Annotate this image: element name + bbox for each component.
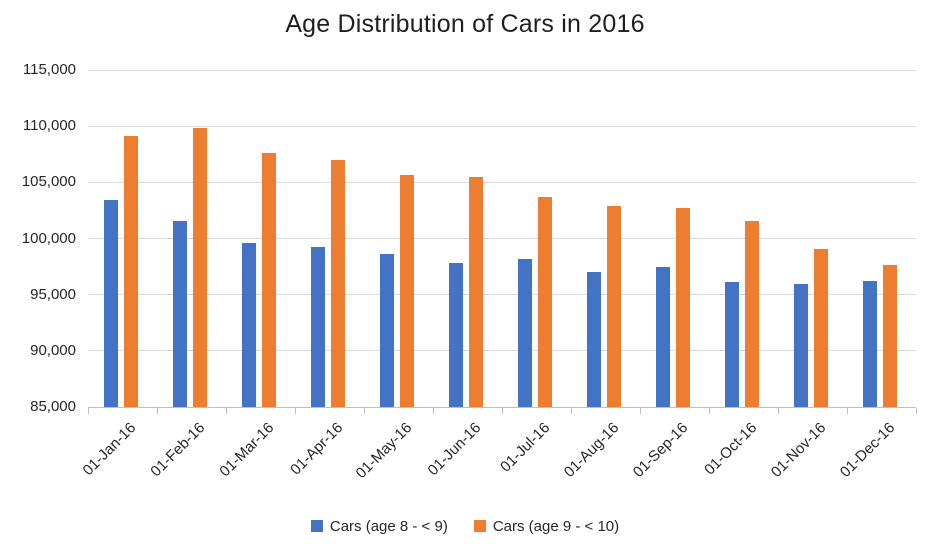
x-axis-tick (363, 408, 365, 414)
bar-cars-age-8-9 (725, 282, 739, 407)
bar-cars-age-9-10 (262, 153, 276, 407)
bar-cars-age-9-10 (400, 175, 414, 407)
legend-item-cars-age-8-9: Cars (age 8 - < 9) (310, 517, 448, 535)
bar-cars-age-9-10 (676, 207, 690, 407)
x-axis-tick (846, 408, 848, 414)
gridline (88, 350, 916, 352)
x-axis-tick (156, 408, 158, 414)
bar-cars-age-8-9 (173, 220, 187, 407)
x-axis-label: 01-Jul-16 (496, 419, 553, 476)
x-axis-tick (915, 408, 917, 414)
legend-label-cars-age-8-9: Cars (age 8 - < 9) (329, 517, 448, 535)
gridline (88, 181, 916, 183)
bar-cars-age-9-10 (193, 128, 207, 407)
bar-cars-age-8-9 (518, 259, 532, 407)
y-axis-label: 95,000 (30, 285, 76, 303)
bar-cars-age-8-9 (242, 242, 256, 407)
bar-cars-age-9-10 (607, 205, 621, 407)
x-axis-label: 01-Jan-16 (79, 419, 139, 480)
bar-cars-age-8-9 (794, 283, 808, 407)
legend: Cars (age 8 - < 9) Cars (age 9 - < 10) (0, 514, 930, 538)
x-axis-label: 01-Feb-16 (146, 419, 208, 481)
x-axis-tick (87, 408, 89, 414)
x-axis-label: 01-Oct-16 (700, 419, 760, 479)
bar-cars-age-9-10 (124, 136, 138, 407)
x-axis-tick (639, 408, 641, 414)
y-axis-label: 110,000 (22, 117, 76, 135)
x-axis-tick (708, 408, 710, 414)
y-axis-label: 105,000 (21, 173, 76, 191)
x-axis-label: 01-Jun-16 (424, 419, 484, 480)
x-axis-label: 01-Apr-16 (286, 419, 346, 479)
x-axis-tick (225, 408, 227, 414)
y-axis-label: 85,000 (30, 398, 76, 415)
bar-cars-age-8-9 (449, 263, 463, 407)
x-axis-label: 01-May-16 (352, 419, 415, 483)
x-axis-tick (294, 408, 296, 414)
chart-title: Age Distribution of Cars in 2016 (285, 10, 645, 38)
legend-swatch-blue (310, 520, 323, 532)
gridline (88, 406, 916, 408)
x-axis-label: 01-Sep-16 (629, 419, 691, 481)
legend-label-cars-age-9-10: Cars (age 9 - < 10) (492, 517, 620, 535)
x-axis-tick (570, 408, 572, 414)
x-axis-label: 01-Aug-16 (560, 419, 622, 481)
y-axis-label: 90,000 (30, 341, 76, 359)
bar-cars-age-9-10 (538, 196, 552, 407)
x-axis-label: 01-Mar-16 (215, 419, 277, 481)
gridline (88, 125, 916, 127)
bar-cars-age-8-9 (380, 254, 394, 407)
bar-cars-age-9-10 (883, 264, 897, 407)
bar-cars-age-9-10 (331, 159, 345, 407)
x-axis-label: 01-Dec-16 (836, 419, 898, 481)
x-axis-tick (501, 408, 503, 414)
bar-cars-age-9-10 (469, 176, 483, 407)
bar-cars-age-8-9 (656, 267, 670, 407)
y-axis-label: 115,000 (22, 61, 76, 78)
bar-cars-age-8-9 (587, 271, 601, 407)
gridline (88, 69, 916, 71)
x-axis-tick (777, 408, 779, 414)
gridline (88, 294, 916, 296)
x-axis-tick (432, 408, 434, 414)
bar-cars-age-8-9 (863, 280, 877, 407)
y-axis-label: 100,000 (21, 229, 76, 247)
legend-item-cars-age-9-10: Cars (age 9 - < 10) (473, 517, 620, 535)
bar-cars-age-9-10 (745, 220, 759, 407)
bar-cars-age-9-10 (814, 248, 828, 407)
bar-cars-age-8-9 (311, 247, 325, 407)
gridline (88, 238, 916, 239)
legend-swatch-orange (473, 520, 486, 532)
bar-cars-age-8-9 (104, 199, 118, 407)
x-axis-label: 01-Nov-16 (767, 419, 829, 481)
